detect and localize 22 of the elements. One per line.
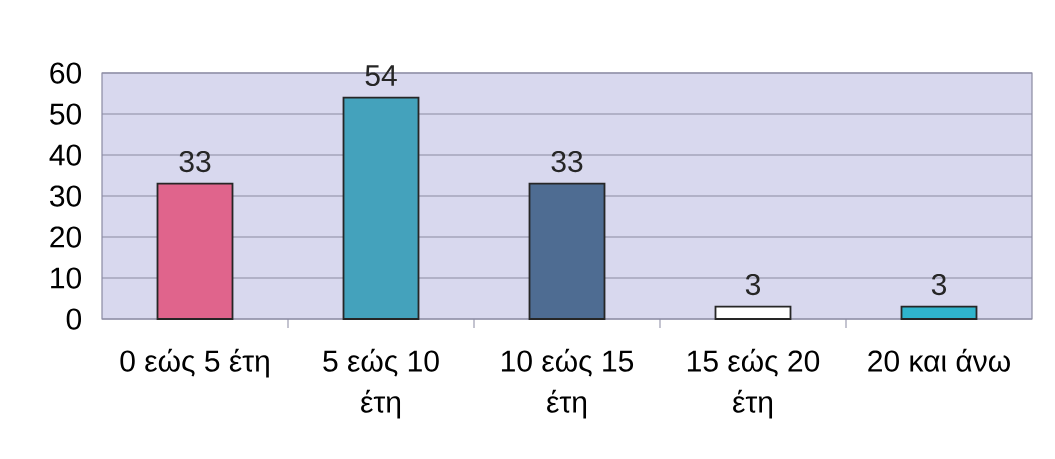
bar [900,305,978,320]
y-tick-label: 0 [66,308,82,330]
x-tick-label: 10 εώς 15 έτη [501,348,634,419]
data-label: 33 [551,150,583,173]
x-tick-label: 5 εώς 10 έτη [323,348,439,419]
x-tick-label: 20 και άνω [868,348,1010,372]
bar [156,182,234,320]
bar [342,96,420,320]
y-tick-label: 50 [50,103,82,125]
bar [528,182,606,320]
y-tick-label: 10 [51,267,82,289]
x-tick-label: 15 εώς 20 έτη [687,348,820,419]
y-tick-label: 60 [50,62,82,84]
y-tick-label: 40 [49,144,82,166]
x-tick-label: 0 εώς 5 έτη [120,348,269,378]
data-label: 33 [179,150,211,173]
data-label: 3 [745,273,761,296]
y-tick-label: 20 [50,226,82,248]
y-tick-label: 30 [49,185,82,207]
data-label: 3 [931,273,947,296]
data-label: 54 [365,65,397,87]
bar [714,305,792,320]
